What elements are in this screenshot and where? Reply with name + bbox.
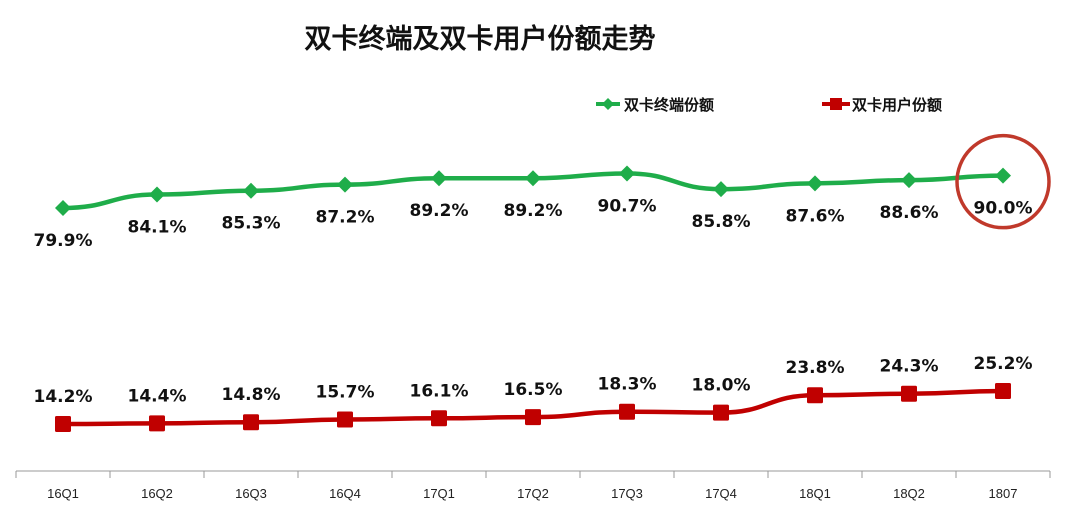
data-point-marker [55, 416, 71, 432]
data-point-marker [149, 186, 165, 203]
data-point-marker [995, 167, 1011, 184]
data-point-marker [243, 414, 259, 431]
legend: 双卡终端份额 双卡用户份额 [596, 96, 942, 114]
data-point-marker [149, 415, 165, 432]
data-point-marker [901, 385, 917, 402]
plot-area: 79.9% 84.1% 85.3% 87.2% 89.2% 89.2% 90.7% 85.8%… [34, 133, 1051, 432]
legend-label-terminal: 双卡终端份额 [624, 96, 714, 114]
x-tick-label: 17Q1 [423, 486, 455, 501]
legend-marker-user [830, 98, 842, 110]
x-tick-label: 17Q3 [611, 486, 643, 501]
chart-title: 双卡终端及双卡用户份额走势 [305, 23, 656, 55]
x-tick-label: 18Q2 [893, 486, 925, 501]
data-label: 16.1% [410, 381, 469, 401]
data-point-marker [243, 182, 259, 199]
data-label: 85.8% [692, 212, 751, 232]
data-point-marker [713, 404, 729, 421]
data-point-marker [713, 181, 729, 198]
data-label: 84.1% [128, 218, 187, 238]
legend-item-user-share: 双卡用户份额 [822, 96, 942, 114]
data-label: 88.6% [880, 203, 939, 223]
data-label: 89.2% [410, 201, 469, 221]
x-tick-label: 16Q2 [141, 486, 173, 501]
legend-label-user: 双卡用户份额 [852, 96, 942, 114]
legend-marker-terminal [602, 98, 614, 110]
data-point-marker [337, 411, 353, 428]
data-point-marker [807, 175, 823, 192]
data-label: 79.9% [34, 231, 93, 251]
highlight-circle [955, 133, 1051, 230]
data-point-marker [525, 409, 541, 426]
data-label: 14.2% [34, 387, 93, 407]
data-label: 24.3% [880, 357, 939, 377]
data-label: 85.3% [222, 214, 281, 234]
x-tick-label: 16Q1 [47, 486, 79, 501]
x-axis: 16Q1 16Q2 16Q3 16Q4 17Q1 17Q2 17Q3 17Q4 18Q1 18Q2… [15, 470, 1051, 501]
data-point-marker [619, 403, 635, 420]
data-label: 15.7% [316, 383, 375, 403]
data-point-marker [619, 165, 635, 182]
data-point-marker [901, 172, 917, 189]
data-label: 23.8% [786, 358, 845, 378]
data-point-marker [55, 200, 71, 216]
data-label: 16.5% [504, 380, 563, 400]
x-tick-label: 17Q4 [705, 486, 737, 501]
x-tick-label: 16Q3 [235, 486, 267, 501]
data-label: 25.2% [974, 354, 1033, 374]
data-label: 14.8% [222, 385, 281, 405]
data-label: 14.4% [128, 386, 187, 406]
data-label: 18.3% [598, 375, 657, 395]
data-label: 90.0% [974, 199, 1033, 219]
legend-item-terminal-share: 双卡终端份额 [596, 96, 714, 114]
data-label: 18.0% [692, 376, 751, 396]
data-point-marker [995, 383, 1011, 399]
data-label: 89.2% [504, 201, 563, 221]
data-point-marker [525, 170, 541, 187]
data-point-marker [807, 387, 823, 404]
data-label: 90.7% [598, 196, 657, 216]
data-point-marker [431, 170, 447, 187]
x-tick-label: 18Q1 [799, 486, 831, 501]
x-tick-label: 1807 [989, 486, 1018, 501]
data-label: 87.6% [786, 206, 845, 226]
data-label: 87.2% [316, 208, 375, 228]
x-tick-label: 17Q2 [517, 486, 549, 501]
x-tick-label: 16Q4 [329, 486, 361, 501]
data-point-marker [337, 176, 353, 193]
data-point-marker [431, 410, 447, 427]
